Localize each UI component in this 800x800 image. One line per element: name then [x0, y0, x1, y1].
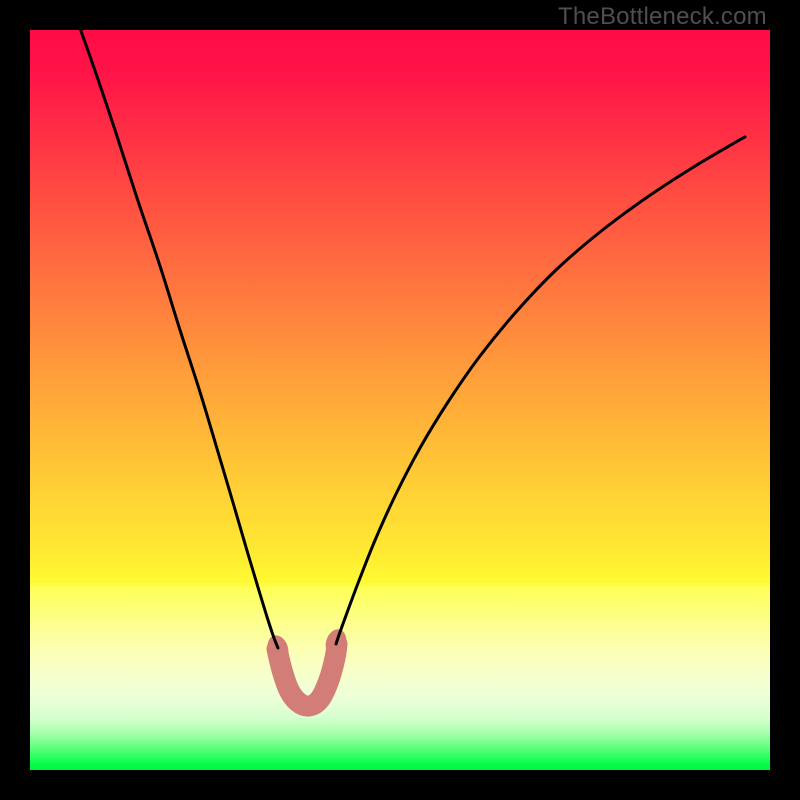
bottleneck-curve-right: [336, 137, 745, 644]
bottleneck-curve-left: [68, 30, 278, 648]
watermark-text: TheBottleneck.com: [558, 3, 767, 31]
plot-area: [30, 30, 770, 770]
curve-layer: [30, 30, 770, 770]
